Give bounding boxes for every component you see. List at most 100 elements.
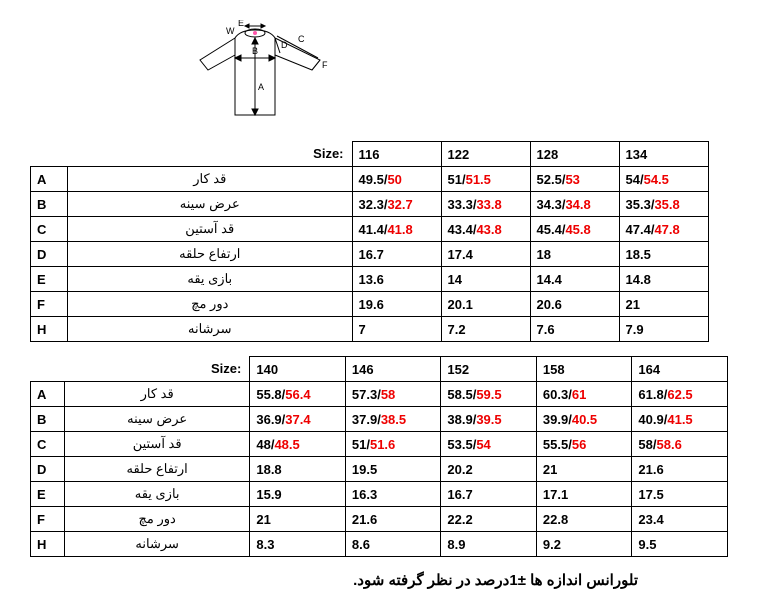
value-cell: 9.2 [536, 532, 632, 557]
value-cell: 14.8 [619, 267, 708, 292]
row-name: قد کار [64, 382, 249, 407]
value-cell: 58/58.6 [632, 432, 728, 457]
row-letter: D [31, 457, 65, 482]
value-cell: 51/51.5 [441, 167, 530, 192]
size-label: Size: [68, 142, 353, 167]
value-cell: 55.8/56.4 [250, 382, 346, 407]
value-cell: 17.5 [632, 482, 728, 507]
row-name: قد کار [68, 167, 353, 192]
value-cell: 60.3/61 [536, 382, 632, 407]
value-cell: 17.1 [536, 482, 632, 507]
table-row: Dارتفاع حلقه16.717.41818.5 [31, 242, 709, 267]
value-cell: 37.9/38.5 [345, 407, 441, 432]
table-row: Aقد کار49.5/5051/51.552.5/5354/54.5 [31, 167, 709, 192]
value-cell: 16.7 [441, 482, 537, 507]
value-cell: 19.5 [345, 457, 441, 482]
value-cell: 55.5/56 [536, 432, 632, 457]
row-letter: H [31, 532, 65, 557]
value-cell: 47.4/47.8 [619, 217, 708, 242]
row-name: دور مچ [68, 292, 353, 317]
value-cell: 33.3/33.8 [441, 192, 530, 217]
value-cell: 21 [250, 507, 346, 532]
table-row: Cقد آستین48/48.551/51.653.5/5455.5/5658/… [31, 432, 728, 457]
row-letter: B [31, 407, 65, 432]
value-cell: 7 [352, 317, 441, 342]
value-cell: 22.8 [536, 507, 632, 532]
size-header: 152 [441, 357, 537, 382]
value-cell: 20.2 [441, 457, 537, 482]
value-cell: 14.4 [530, 267, 619, 292]
row-letter: B [31, 192, 68, 217]
value-cell: 8.9 [441, 532, 537, 557]
size-header: 122 [441, 142, 530, 167]
row-name: قد آستین [64, 432, 249, 457]
svg-text:F: F [322, 60, 328, 70]
value-cell: 61.8/62.5 [632, 382, 728, 407]
value-cell: 8.3 [250, 532, 346, 557]
svg-text:C: C [298, 34, 305, 44]
value-cell: 18.8 [250, 457, 346, 482]
row-name: ارتفاع حلقه [68, 242, 353, 267]
table-row: Fدور مچ19.620.120.621 [31, 292, 709, 317]
table-row: Aقد کار55.8/56.457.3/5858.5/59.560.3/616… [31, 382, 728, 407]
value-cell: 39.9/40.5 [536, 407, 632, 432]
size-header: 140 [250, 357, 346, 382]
value-cell: 8.6 [345, 532, 441, 557]
value-cell: 54/54.5 [619, 167, 708, 192]
value-cell: 18.5 [619, 242, 708, 267]
value-cell: 7.6 [530, 317, 619, 342]
size-header: 128 [530, 142, 619, 167]
table-row: Dارتفاع حلقه18.819.520.22121.6 [31, 457, 728, 482]
value-cell: 23.4 [632, 507, 728, 532]
svg-text:B: B [252, 46, 258, 56]
value-cell: 40.9/41.5 [632, 407, 728, 432]
value-cell: 41.4/41.8 [352, 217, 441, 242]
size-header: 134 [619, 142, 708, 167]
table-row: Eبازی یقه13.61414.414.8 [31, 267, 709, 292]
table-row: Fدور مچ2121.622.222.823.4 [31, 507, 728, 532]
row-letter: F [31, 507, 65, 532]
value-cell: 14 [441, 267, 530, 292]
value-cell: 21 [536, 457, 632, 482]
value-cell: 18 [530, 242, 619, 267]
row-name: عرض سینه [68, 192, 353, 217]
size-header: 146 [345, 357, 441, 382]
value-cell: 34.3/34.8 [530, 192, 619, 217]
value-cell: 16.3 [345, 482, 441, 507]
row-letter: C [31, 432, 65, 457]
row-name: دور مچ [64, 507, 249, 532]
row-letter: H [31, 317, 68, 342]
value-cell: 21.6 [345, 507, 441, 532]
row-letter: C [31, 217, 68, 242]
row-letter: F [31, 292, 68, 317]
value-cell: 32.3/32.7 [352, 192, 441, 217]
row-letter: A [31, 382, 65, 407]
table-row: Hسرشانه8.38.68.99.29.5 [31, 532, 728, 557]
value-cell: 21.6 [632, 457, 728, 482]
row-letter: E [31, 482, 65, 507]
row-name: سرشانه [68, 317, 353, 342]
table-row: Cقد آستین41.4/41.843.4/43.845.4/45.847.4… [31, 217, 709, 242]
value-cell: 22.2 [441, 507, 537, 532]
size-table: Size:140146152158164Aقد کار55.8/56.457.3… [30, 356, 728, 557]
row-name: عرض سینه [64, 407, 249, 432]
value-cell: 16.7 [352, 242, 441, 267]
size-header: 116 [352, 142, 441, 167]
row-name: ارتفاع حلقه [64, 457, 249, 482]
svg-text:E: E [238, 20, 244, 28]
value-cell: 51/51.6 [345, 432, 441, 457]
value-cell: 9.5 [632, 532, 728, 557]
size-header: 164 [632, 357, 728, 382]
size-label: Size: [64, 357, 249, 382]
value-cell: 36.9/37.4 [250, 407, 346, 432]
value-cell: 38.9/39.5 [441, 407, 537, 432]
row-name: بازی یقه [68, 267, 353, 292]
value-cell: 17.4 [441, 242, 530, 267]
value-cell: 35.3/35.8 [619, 192, 708, 217]
value-cell: 53.5/54 [441, 432, 537, 457]
table-row: Bعرض سینه36.9/37.437.9/38.538.9/39.539.9… [31, 407, 728, 432]
value-cell: 45.4/45.8 [530, 217, 619, 242]
row-name: سرشانه [64, 532, 249, 557]
svg-text:W: W [226, 26, 235, 36]
size-tables: Size:116122128134Aقد کار49.5/5051/51.552… [30, 141, 728, 557]
